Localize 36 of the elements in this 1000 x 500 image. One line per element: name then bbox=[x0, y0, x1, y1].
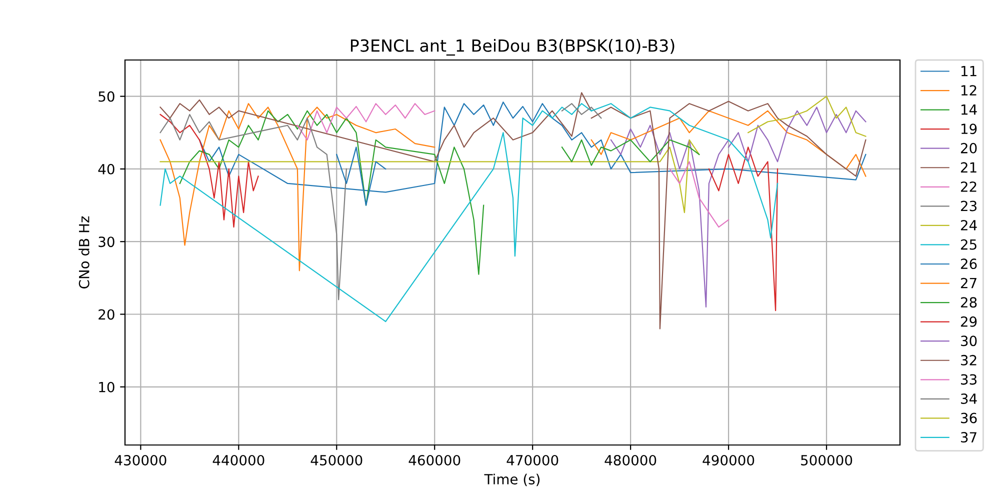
legend-label: 23 bbox=[960, 200, 977, 212]
chart-title: P3ENCL ant_1 BeiDou B3(BPSK(10)-B3) bbox=[350, 39, 674, 56]
y-tick-label: 20 bbox=[98, 309, 114, 320]
legend-label: 34 bbox=[961, 393, 977, 404]
legend-label: 11 bbox=[961, 66, 976, 76]
legend-label: 29 bbox=[960, 316, 977, 327]
x-tick-label: 460000 bbox=[408, 454, 460, 466]
legend-label: 22 bbox=[960, 181, 976, 192]
legend-label: 27 bbox=[960, 278, 976, 288]
legend-label: 21 bbox=[960, 162, 976, 172]
legend-label: 33 bbox=[961, 374, 977, 385]
x-tick-label: 450000 bbox=[310, 454, 362, 466]
x-tick-label: 440000 bbox=[212, 454, 264, 466]
legend-label: 25 bbox=[960, 239, 976, 250]
legend-label: 12 bbox=[961, 85, 976, 96]
y-tick-label: 10 bbox=[99, 382, 114, 392]
legend-label: 14 bbox=[961, 104, 977, 115]
legend-label: 20 bbox=[960, 142, 977, 154]
y-tick-label: 50 bbox=[98, 91, 114, 102]
legend-label: 30 bbox=[961, 336, 977, 346]
y-tick-label: 40 bbox=[98, 164, 114, 174]
x-tick-label: 430000 bbox=[114, 454, 166, 466]
legend-label: 26 bbox=[960, 258, 977, 270]
legend-label: 28 bbox=[960, 297, 977, 308]
legend-label: 37 bbox=[961, 432, 976, 443]
x-tick-label: 490000 bbox=[702, 454, 754, 466]
legend-label: 24 bbox=[960, 220, 977, 230]
x-tick-label: 470000 bbox=[506, 454, 558, 466]
x-tick-label: 500000 bbox=[801, 454, 852, 466]
x-axis-title: Time (s) bbox=[484, 474, 540, 486]
legend-label: 19 bbox=[961, 124, 977, 134]
legend-label: 32 bbox=[961, 354, 976, 366]
y-tick-label: 30 bbox=[98, 236, 114, 248]
x-tick-label: 480000 bbox=[604, 454, 656, 466]
y-axis-title: CNo dB Hz bbox=[78, 216, 90, 288]
legend-label: 36 bbox=[961, 412, 977, 424]
